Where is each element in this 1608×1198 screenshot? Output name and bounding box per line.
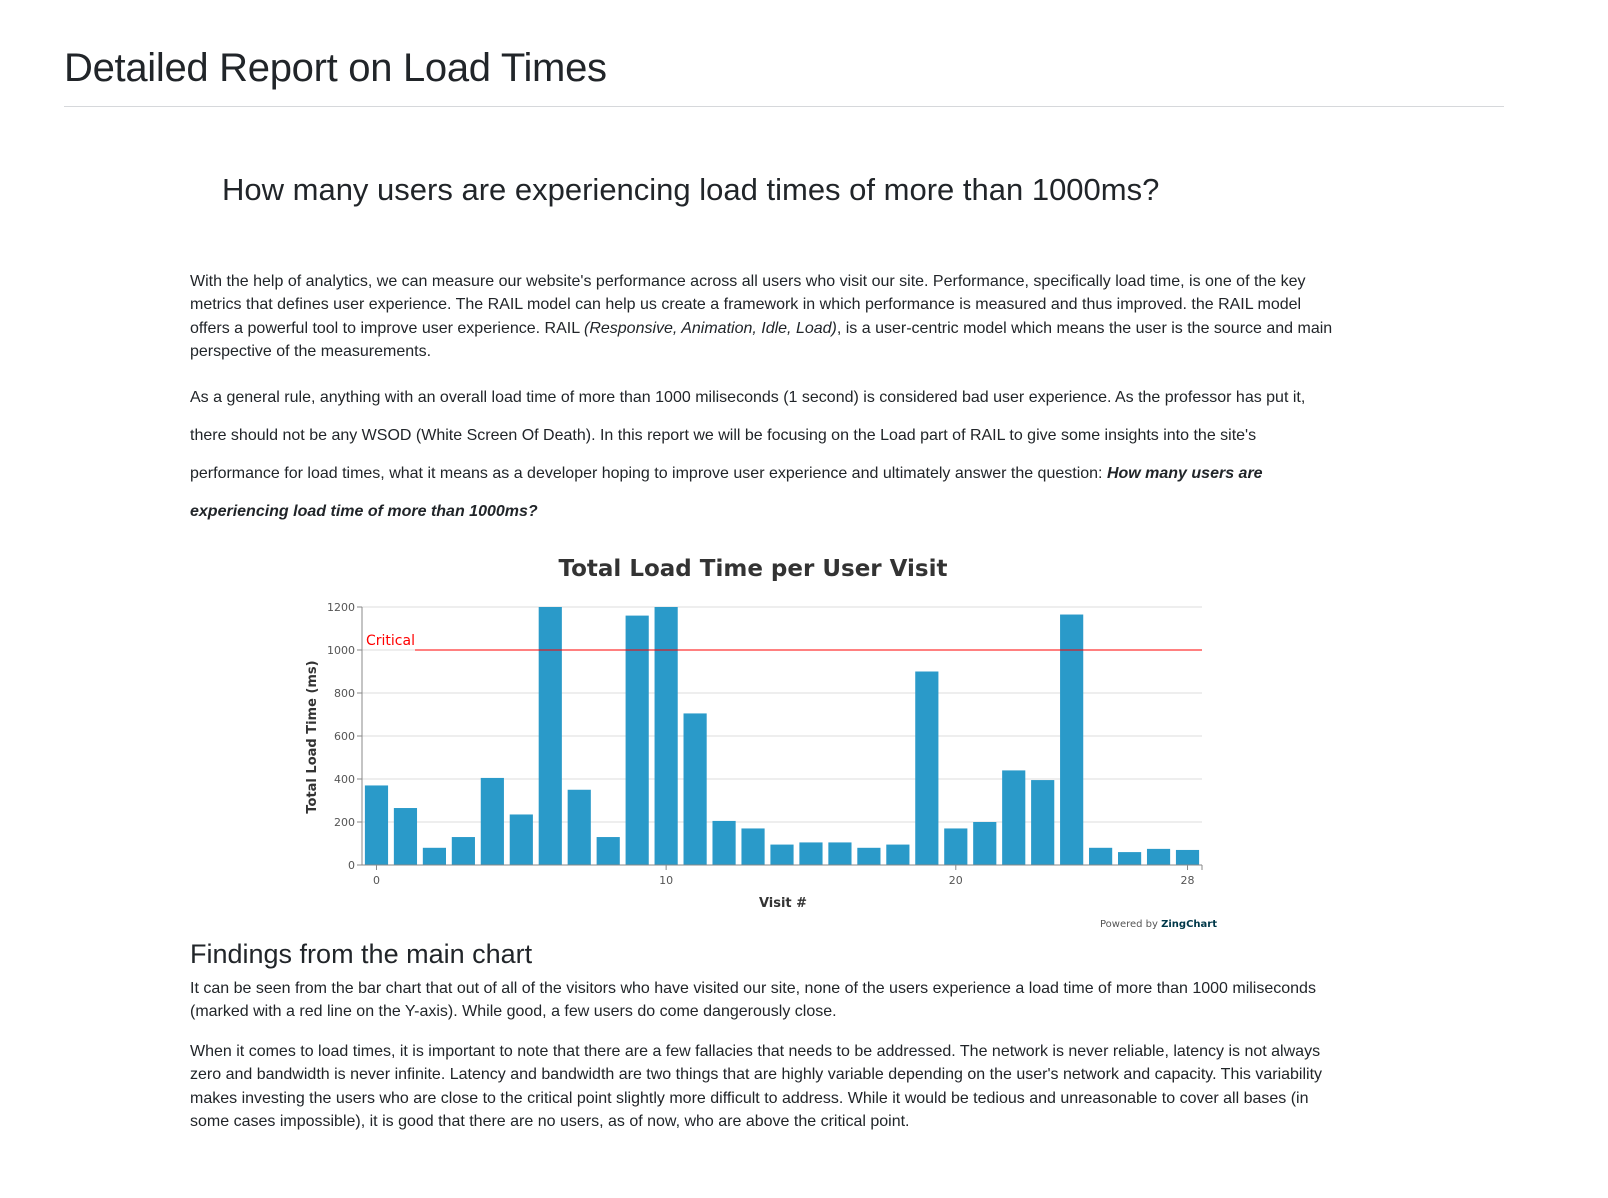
bar [1146,848,1171,865]
x-tick-label: 10 [659,874,673,887]
bar [828,842,852,865]
y-tick-label: 0 [348,859,355,872]
chart-title: Total Load Time per User Visit [558,556,947,582]
bar [973,822,997,865]
y-tick-label: 600 [334,730,355,743]
bar [683,713,707,865]
findings-heading: Findings from the main chart [190,939,533,969]
bar [1089,847,1113,865]
bar [886,844,910,865]
bar [1118,852,1142,865]
bar [596,837,620,865]
bar [451,837,475,865]
y-axis-label: Total Load Time (ms) [305,660,320,813]
x-tick-label: 28 [1181,874,1195,887]
bar [915,671,939,865]
bar [770,844,794,865]
intro-p1-text-end: , is a user-centric model which means th… [190,319,1333,361]
y-tick-label: 1000 [327,644,355,657]
bar [509,814,533,865]
bar [393,808,418,865]
x-tick-label: 20 [949,874,963,887]
bar [422,847,446,865]
y-tick-label: 200 [334,816,355,829]
bar [364,785,389,865]
x-axis-label: Visit # [759,896,807,911]
intro-p2-text: As a general rule, anything with an over… [190,389,1306,482]
bar [538,607,562,865]
title-divider [64,106,1504,107]
findings-paragraph-2: When it comes to load times, it is impor… [190,1040,1340,1134]
y-tick-label: 1200 [327,601,355,614]
bar [654,607,678,865]
y-tick-label: 800 [334,687,355,700]
load-time-chart: Total Load Time per User Visit 0 200 400 60… [298,545,1228,937]
bar [712,820,736,865]
bar [1175,849,1200,865]
bar [857,847,881,865]
critical-threshold-label: Critical [366,633,415,649]
x-tick-label: 0 [373,874,380,887]
findings-p1-text: It can be seen from the bar chart that o… [190,980,1316,1021]
intro-p2-key-question: How many users are experiencing load tim… [190,465,1263,520]
intro-p1-text: With the help of analytics, we can measu… [190,273,1306,337]
bar [1002,770,1026,865]
bar [480,777,504,865]
intro-paragraph-1: With the help of analytics, we can measu… [190,270,1340,364]
page-title: Detailed Report on Load Times [64,46,607,90]
findings-p2-text: When it comes to load times, it is impor… [190,1043,1323,1131]
chart-credit[interactable]: Powered by ZingChart [1100,919,1217,930]
bar [1060,614,1084,865]
bar [567,789,591,865]
section-question-heading: How many users are experiencing load tim… [222,172,1160,207]
intro-paragraph-2: As a general rule, anything with an over… [190,379,1340,531]
intro-p1-rail-expansion: (Responsive, Animation, Idle, Load) [583,319,837,337]
bar [741,828,765,865]
bar [944,828,968,865]
chart-credit-brand[interactable]: ZingChart [1161,919,1217,930]
bar [625,615,649,865]
load-time-chart-svg: Total Load Time per User Visit 020040060… [305,556,1217,930]
findings-paragraph-1: It can be seen from the bar chart that o… [190,977,1340,1024]
bar [1031,780,1055,865]
bar [799,842,823,865]
y-tick-label: 400 [334,773,355,786]
chart-credit-prefix: Powered by [1100,919,1161,930]
